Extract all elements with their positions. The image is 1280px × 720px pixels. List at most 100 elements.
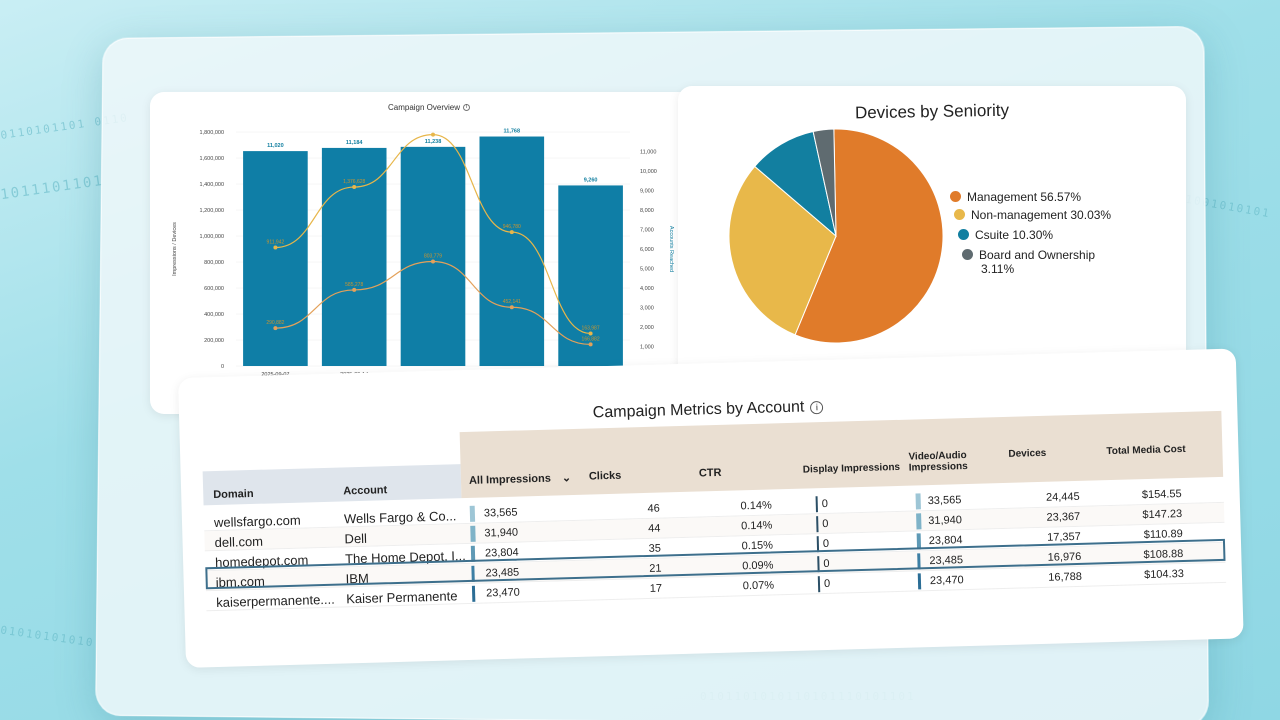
line-point[interactable] — [510, 305, 514, 309]
line-point[interactable] — [352, 185, 356, 189]
bar-data-label: 11,238 — [425, 139, 442, 145]
left-axis-tick: 1,400,000 — [200, 182, 224, 188]
line-point[interactable] — [510, 230, 514, 234]
bar-accounts-reached[interactable] — [243, 151, 308, 366]
col-header-impressions-text: All Impressions — [469, 473, 551, 487]
left-axis-tick: 200,000 — [204, 338, 224, 344]
right-axis-tick: 9,000 — [640, 189, 654, 195]
right-axis-tick: 2,000 — [640, 325, 654, 331]
line-data-label: 911,942 — [267, 239, 285, 245]
table-cell-devices: 16,788 — [1048, 571, 1082, 584]
col-header-video[interactable]: Video/Audio Impressions — [908, 450, 968, 474]
binary-pattern-left-2: 1011101101 — [0, 173, 105, 203]
legend-swatch — [954, 209, 965, 220]
inline-bar-display — [816, 496, 818, 512]
right-axis-tick: 1,000 — [640, 345, 654, 351]
bar-accounts-reached[interactable] — [479, 137, 544, 366]
line-point[interactable] — [431, 260, 435, 264]
right-axis-tick: 7,000 — [640, 228, 654, 234]
right-axis-tick: 11,000 — [640, 150, 656, 156]
col-header-devices[interactable]: Devices — [1008, 448, 1046, 460]
table-title-text: Campaign Metrics by Account — [593, 399, 805, 422]
line-data-label: 166,882 — [582, 336, 600, 342]
pie-chart-title: Devices by Seniority — [678, 98, 1186, 127]
table-cell-account: Kaiser Permanente — [346, 588, 458, 606]
bar-data-label: 11,184 — [346, 140, 363, 146]
legend-board: Board and Ownership 3.11% — [962, 248, 1095, 276]
table-cell-impressions: 23,470 — [486, 587, 520, 600]
left-axis-tick: 0 — [221, 364, 224, 370]
line-data-label: 1,376,628 — [343, 179, 365, 185]
col-header-account[interactable]: Account — [343, 484, 387, 497]
bar-data-label: 11,020 — [267, 143, 284, 149]
col-header-cost[interactable]: Total Media Cost — [1106, 444, 1186, 457]
table-cell-display: 0 — [824, 578, 830, 590]
devices-by-seniority-card: Devices by Seniority Management 56.57% N… — [678, 86, 1186, 382]
left-axis-tick: 600,000 — [204, 286, 224, 292]
legend-label-pct: 3.11% — [981, 262, 1014, 276]
table-cell-clicks: 44 — [648, 523, 661, 535]
table-cell-ctr: 0.14% — [740, 499, 772, 512]
line-point[interactable] — [589, 332, 593, 336]
legend-swatch — [962, 249, 973, 260]
inline-bar — [470, 506, 475, 522]
line-data-label: 452,141 — [503, 299, 521, 305]
bar-data-label: 9,260 — [584, 177, 598, 183]
info-icon[interactable]: i — [810, 401, 823, 414]
bar-data-label: 11,768 — [504, 129, 521, 135]
table-cell-cost: $104.33 — [1144, 568, 1184, 581]
left-axis-tick: 1,600,000 — [200, 156, 224, 162]
right-axis-tick: 6,000 — [640, 247, 654, 253]
line-point[interactable] — [589, 342, 593, 346]
pie-chart — [718, 126, 978, 366]
table-cell-clicks: 17 — [650, 583, 663, 595]
inline-bar — [918, 573, 922, 589]
col-header-clicks[interactable]: Clicks — [589, 470, 622, 483]
table-cell-clicks: 35 — [649, 543, 662, 555]
right-axis-tick: 10,000 — [640, 169, 657, 175]
legend-swatch — [958, 229, 969, 240]
left-axis-tick: 400,000 — [204, 312, 224, 318]
col-header-domain[interactable]: Domain — [213, 488, 254, 501]
legend-swatch — [950, 191, 961, 202]
table-cell-domain: dell.com — [214, 534, 263, 550]
right-axis-label: Accounts Reached — [668, 226, 674, 272]
line-data-label: 163,987 — [582, 326, 600, 332]
table-cell-impressions: 23,804 — [485, 547, 519, 560]
line-point[interactable] — [431, 133, 435, 137]
table-cell-ctr: 0.14% — [741, 519, 773, 532]
line-point[interactable] — [273, 326, 277, 330]
inline-bar-display — [816, 516, 818, 532]
table-cell-cost: $147.23 — [1142, 508, 1182, 521]
legend-label: Csuite 10.30% — [975, 228, 1053, 242]
right-axis-tick: 5,000 — [640, 267, 654, 273]
legend-label: Management 56.57% — [967, 190, 1081, 204]
campaign-metrics-card: Campaign Metrics by Account i Domain Acco… — [178, 348, 1244, 667]
table-cell-account: Dell — [344, 531, 367, 547]
table-cell-ctr: 0.15% — [742, 539, 774, 552]
legend-management: Management 56.57% — [950, 190, 1081, 204]
table-cell-ctr: 0.07% — [743, 579, 775, 592]
col-header-ctr[interactable]: CTR — [699, 467, 722, 480]
table-cell-devices: 23,367 — [1046, 511, 1080, 524]
left-axis-tick: 1,200,000 — [200, 208, 224, 214]
legend-label: Board and Ownership — [979, 248, 1095, 262]
table-cell-impressions: 31,940 — [484, 527, 518, 540]
inline-bar — [472, 586, 476, 602]
table-cell-cost: $110.89 — [1144, 528, 1183, 541]
table-cell-impressions: 33,565 — [484, 507, 518, 520]
line-point[interactable] — [273, 245, 277, 249]
table-cell-display: 0 — [822, 518, 828, 530]
table-cell-account: Wells Fargo & Co... — [344, 508, 457, 526]
table-cell-video: 31,940 — [928, 514, 962, 527]
line-point[interactable] — [352, 288, 356, 292]
line-data-label: 290,882 — [266, 320, 284, 326]
legend-csuite: Csuite 10.30% — [958, 228, 1053, 242]
inline-bar — [470, 526, 475, 542]
line-data-label: 803,779 — [424, 254, 442, 260]
left-axis-label: Impressions / Devices — [172, 222, 178, 276]
table-cell-video: 23,470 — [930, 574, 964, 587]
right-axis-tick: 8,000 — [640, 208, 654, 214]
sort-desc-icon[interactable]: ⌄ — [562, 472, 572, 484]
inline-bar — [916, 513, 921, 529]
